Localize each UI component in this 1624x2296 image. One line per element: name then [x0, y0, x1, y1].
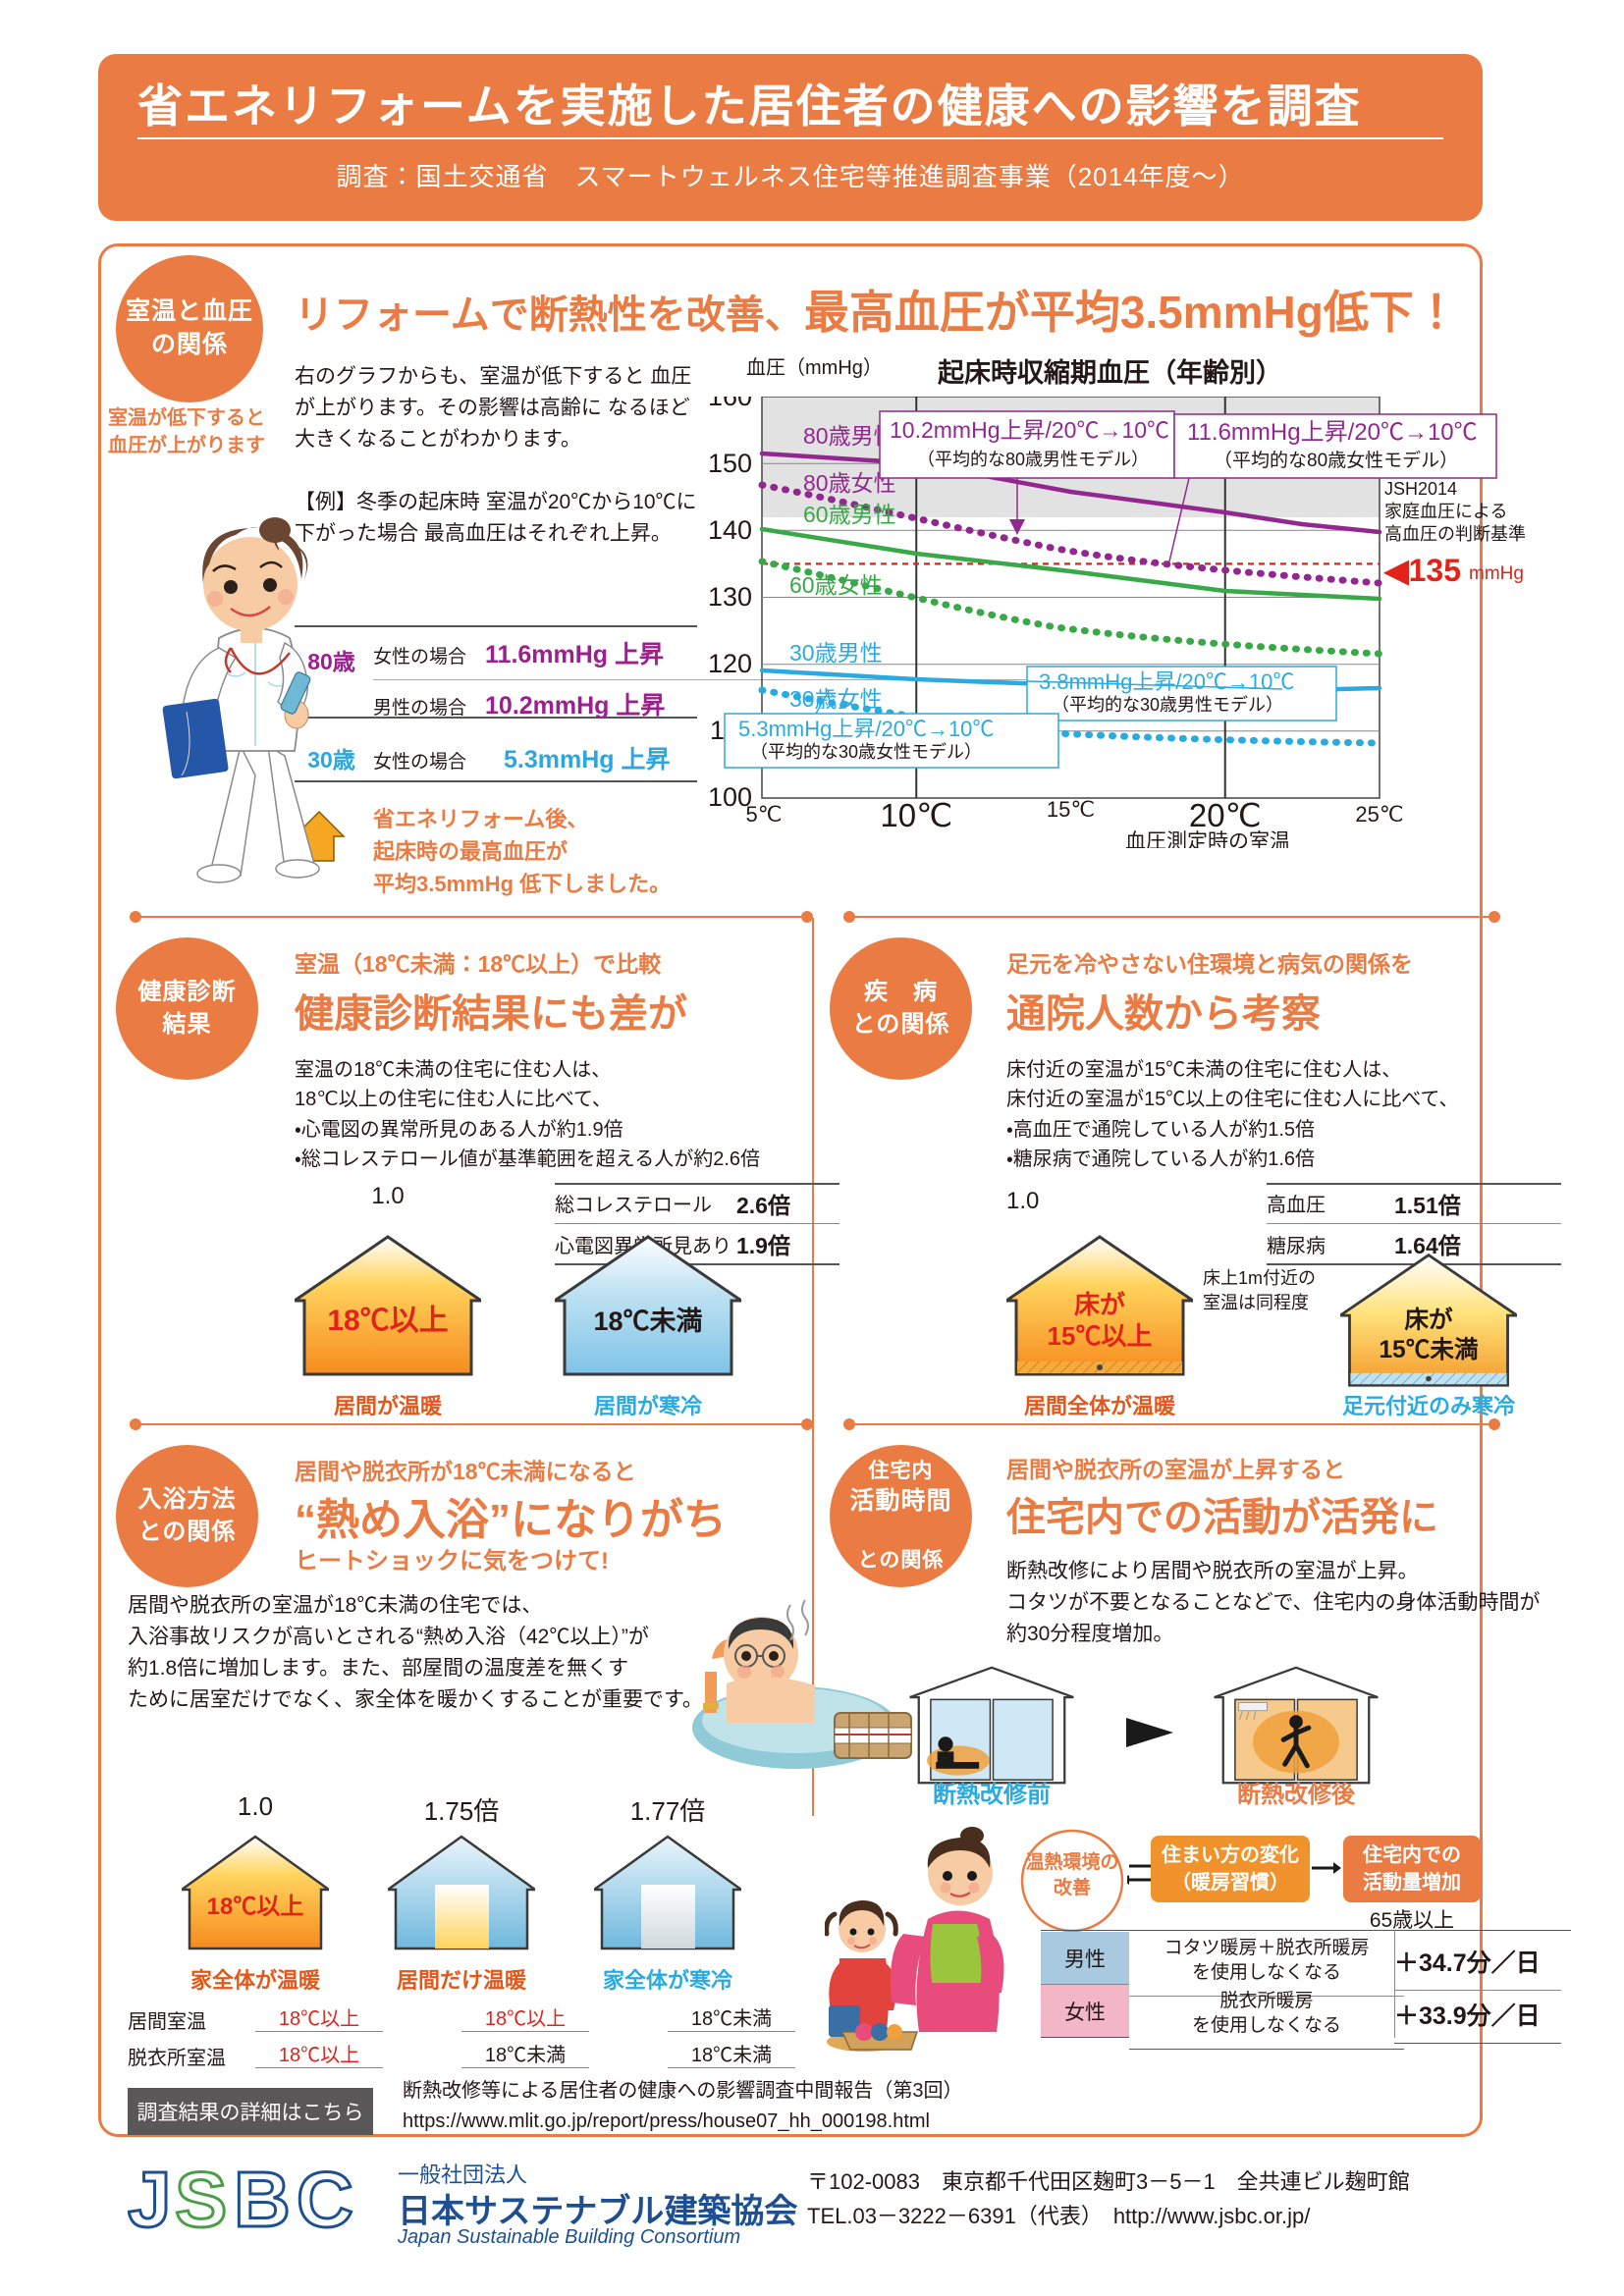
svg-text:18℃以上: 18℃以上: [327, 1305, 448, 1337]
svg-text:30歳男性: 30歳男性: [789, 640, 883, 666]
svg-text:18℃未満: 18℃未満: [593, 1307, 702, 1336]
svg-text:60歳男性: 60歳男性: [803, 502, 896, 527]
svg-text:15℃: 15℃: [1047, 797, 1095, 822]
svg-text:130: 130: [708, 582, 752, 612]
svg-text:120: 120: [708, 649, 752, 678]
svg-text:J: J: [128, 2160, 172, 2243]
svg-text:160: 160: [708, 397, 752, 411]
svg-text:5.3mmHg上昇/20℃→10℃: 5.3mmHg上昇/20℃→10℃: [738, 717, 994, 741]
svg-text:18℃以上: 18℃以上: [207, 1894, 304, 1920]
svg-text:10.2mmHg上昇/20℃→10℃: 10.2mmHg上昇/20℃→10℃: [890, 417, 1169, 443]
svg-text:（平均的な30歳女性モデル）: （平均的な30歳女性モデル）: [750, 742, 982, 762]
svg-text:10℃: 10℃: [880, 797, 952, 833]
svg-text:150: 150: [708, 449, 752, 478]
svg-text:◀135: ◀135: [1382, 553, 1461, 588]
svg-text:3.8mmHg上昇/20℃→10℃: 3.8mmHg上昇/20℃→10℃: [1039, 669, 1294, 694]
svg-text:床が: 床が: [1404, 1305, 1453, 1333]
svg-text:JSH2014: JSH2014: [1384, 479, 1457, 499]
svg-text:S: S: [175, 2160, 227, 2243]
svg-text:11.6mmHg上昇/20℃→10℃: 11.6mmHg上昇/20℃→10℃: [1187, 419, 1478, 446]
svg-text:床が: 床が: [1074, 1290, 1125, 1319]
svg-text:（平均的な30歳男性モデル）: （平均的な30歳男性モデル）: [1052, 695, 1283, 715]
svg-text:C: C: [297, 2160, 353, 2243]
svg-text:15℃以上: 15℃以上: [1048, 1321, 1153, 1351]
svg-text:60歳女性: 60歳女性: [789, 572, 883, 598]
svg-text:25℃: 25℃: [1355, 802, 1403, 827]
svg-text:高血圧の判断基準: 高血圧の判断基準: [1384, 524, 1526, 544]
svg-text:（平均的な80歳男性モデル）: （平均的な80歳男性モデル）: [917, 450, 1149, 469]
svg-text:家庭血圧による: 家庭血圧による: [1384, 502, 1507, 521]
svg-text:B: B: [234, 2160, 291, 2243]
svg-text:140: 140: [708, 515, 752, 545]
svg-text:5℃: 5℃: [746, 802, 783, 827]
svg-text:mmHg: mmHg: [1469, 563, 1524, 584]
svg-text:30歳女性: 30歳女性: [789, 686, 883, 712]
svg-text:15℃未満: 15℃未満: [1379, 1336, 1478, 1363]
svg-text:（平均的な80歳女性モデル）: （平均的な80歳女性モデル）: [1214, 450, 1458, 471]
svg-text:血圧測定時の室温: 血圧測定時の室温: [1125, 830, 1290, 848]
svg-text:20℃: 20℃: [1189, 797, 1262, 833]
